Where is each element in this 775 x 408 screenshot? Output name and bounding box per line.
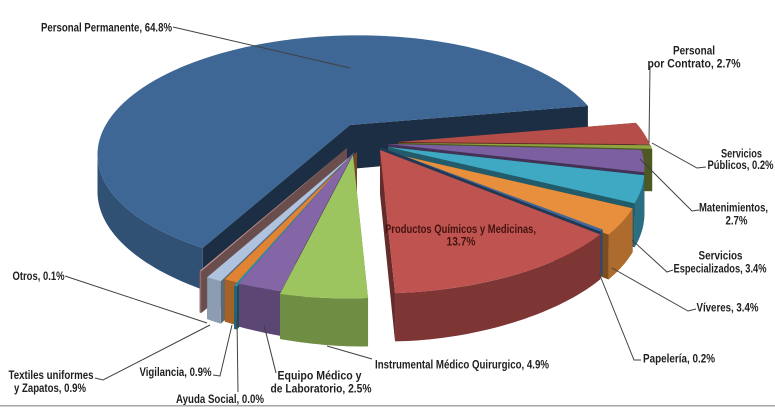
svg-text:Servicios: Servicios <box>721 149 762 161</box>
svg-text:Vigilancia, 0.9%: Vigilancia, 0.9% <box>140 367 212 379</box>
svg-text:Productos Químicos y Medicinas: Productos Químicos y Medicinas, <box>385 224 536 236</box>
svg-text:Textiles uniformes: Textiles uniformes <box>9 370 94 382</box>
svg-text:Víveres, 3.4%: Víveres, 3.4% <box>697 303 759 315</box>
svg-text:Públicos, 0.2%: Públicos, 0.2% <box>708 160 774 172</box>
svg-text:de Laboratorio, 2.5%: de Laboratorio, 2.5% <box>271 384 372 396</box>
svg-text:Personal Permanente, 64.8%: Personal Permanente, 64.8% <box>41 23 172 35</box>
svg-text:y Zapatos, 0.9%: y Zapatos, 0.9% <box>14 383 86 395</box>
svg-text:2.7%: 2.7% <box>726 216 748 228</box>
svg-text:13.7%: 13.7% <box>447 237 476 249</box>
svg-text:Servicios: Servicios <box>699 251 743 263</box>
svg-text:Otros, 0.1%: Otros, 0.1% <box>13 271 65 283</box>
svg-text:Papelería, 0.2%: Papelería, 0.2% <box>643 354 715 366</box>
svg-text:Especializados, 3.4%: Especializados, 3.4% <box>674 264 767 276</box>
svg-text:Equipo Médico y: Equipo Médico y <box>278 371 363 383</box>
svg-text:Personal: Personal <box>673 46 715 58</box>
svg-text:Ayuda Social, 0.0%: Ayuda Social, 0.0% <box>176 394 264 406</box>
svg-text:Matenimientos,: Matenimientos, <box>699 203 768 215</box>
svg-text:Instrumental Médico Quirurgico: Instrumental Médico Quirurgico, 4.9% <box>375 360 549 372</box>
svg-text:por Contrato, 2.7%: por Contrato, 2.7% <box>648 59 741 71</box>
